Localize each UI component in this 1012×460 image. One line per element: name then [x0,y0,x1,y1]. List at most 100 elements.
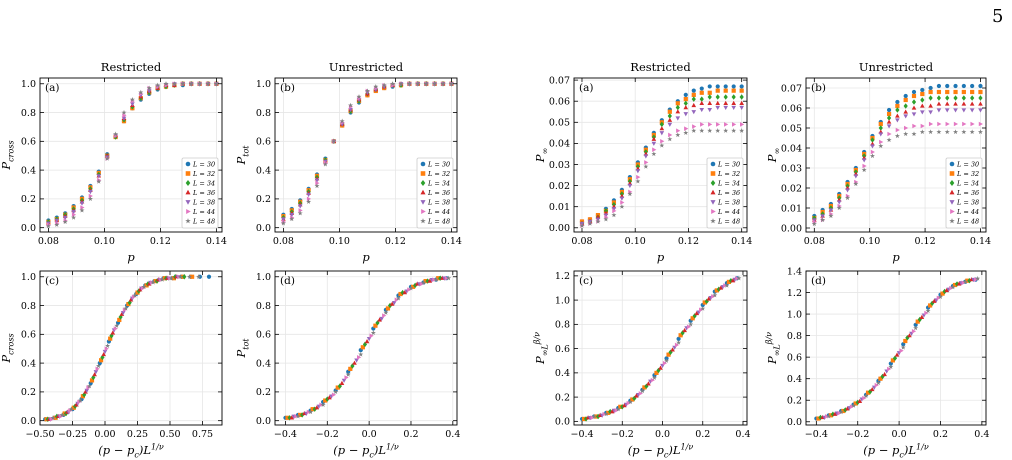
data-point [961,108,967,113]
data-point [666,352,671,357]
data-point [723,94,728,100]
data-point [882,371,887,377]
y-tick-label: 0.4 [21,358,36,369]
data-point [331,138,337,144]
legend-label: L = 48 [427,218,450,226]
y-tick-label: 0.0 [21,223,36,234]
data-point [389,301,395,306]
data-point [895,107,900,113]
data-point [895,103,900,109]
data-point [433,277,439,282]
data-point [878,132,884,137]
data-point [659,126,665,131]
data-point [895,127,900,133]
data-point [849,404,855,410]
data-point [408,285,414,291]
data-point [836,205,842,211]
data-point [919,103,925,108]
data-point [892,355,898,361]
data-point [331,392,337,398]
data-point [920,97,925,103]
data-point [820,217,826,223]
data-point [382,313,387,318]
data-point [101,351,107,357]
data-point [978,95,983,101]
data-point [739,94,744,100]
data-point [177,274,183,279]
data-point [730,278,736,283]
data-point [723,283,728,288]
series-2 [816,278,970,421]
data-point [962,121,967,127]
legend-label: L = 32 [717,170,740,178]
data-point [707,94,712,100]
data-point [102,349,108,355]
data-point [895,118,900,123]
y-tick-label: 0.2 [787,396,802,407]
series-6 [825,277,979,419]
legend-marker [710,218,716,224]
data-point [398,291,403,297]
data-point [707,90,712,95]
chart-title: Unrestricted [859,60,934,74]
data-point [123,305,129,311]
y-tick-label: 0.00 [549,223,570,234]
x-axis-label: p [127,250,135,264]
data-point [651,141,657,146]
data-point [936,108,942,113]
data-point [735,275,740,281]
data-point [683,92,688,97]
data-point [680,330,685,336]
data-point [84,388,90,393]
x-tick-label: 0.12 [678,236,699,247]
x-tick-label: 0.0 [892,429,907,440]
data-point [348,107,353,113]
legend-label: L = 36 [956,189,979,197]
data-point [851,402,857,408]
data-point [706,296,712,301]
y-tick-label: 1.0 [21,79,36,90]
y-tick-label: 0.0 [256,223,271,234]
data-point [731,100,737,105]
data-point [627,399,633,405]
y-tick-label: 1.0 [787,309,802,320]
data-point [619,196,625,201]
data-point [728,277,734,284]
data-point [95,366,100,372]
data-point [675,109,681,114]
data-point [723,100,729,105]
data-point [650,377,655,383]
data-point [390,81,396,86]
x-tick-label: 0.10 [94,236,115,247]
data-point [913,322,918,327]
axes-frame [39,77,223,233]
data-point [108,336,113,341]
data-point [911,99,917,105]
data-point [615,406,621,412]
data-point [731,84,736,89]
data-point [953,129,959,135]
x-axis-label: p [657,250,665,264]
series-7 [50,274,202,420]
series-5 [48,275,181,422]
data-point [865,390,871,395]
data-point [180,81,186,86]
y-tick-label: 0.0 [555,417,570,428]
data-point [146,89,152,94]
data-point [289,216,295,222]
data-point [928,89,933,95]
data-point [146,85,152,91]
data-point [861,158,867,163]
data-point [308,409,314,415]
data-point [163,81,169,86]
data-point [446,275,452,281]
y-tick-label: 1.0 [256,272,271,283]
data-point [662,360,668,366]
data-point [911,328,917,334]
series-4 [289,275,445,420]
data-point [942,288,947,295]
data-point [71,212,77,218]
x-tick-label: 0.12 [150,236,171,247]
data-point [684,126,689,131]
